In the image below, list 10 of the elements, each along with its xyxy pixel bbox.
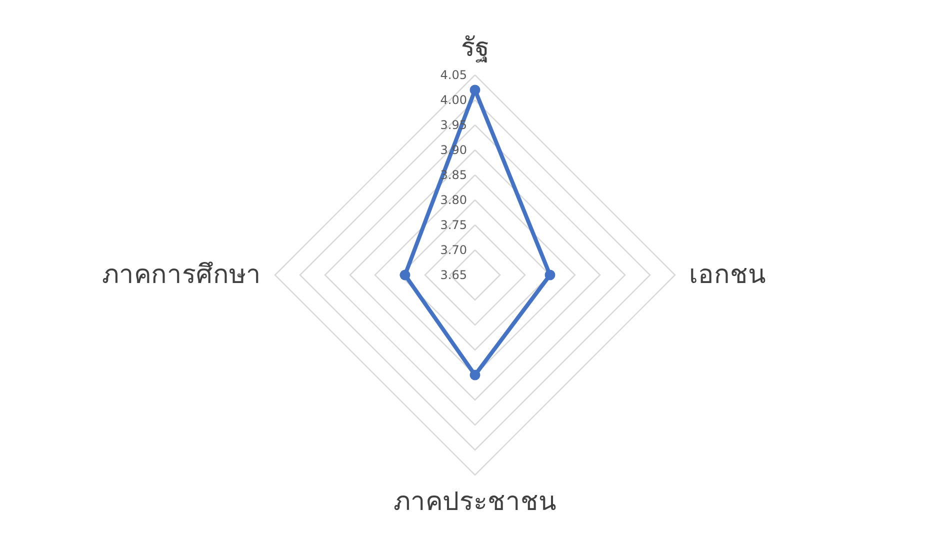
spoke-label: รัฐ — [461, 33, 489, 63]
spoke-label: ภาคประชาชน — [394, 487, 556, 517]
y-tick-label: 3.75 — [440, 218, 467, 232]
y-tick-label: 3.65 — [440, 268, 467, 282]
y-tick-label: 4.00 — [440, 93, 467, 107]
y-tick-label: 3.70 — [440, 243, 467, 257]
spoke-label: ภาคการศึกษา — [102, 260, 261, 290]
y-tick-label: 4.05 — [440, 68, 467, 82]
y-tick-label: 3.80 — [440, 193, 467, 207]
spoke-label: เอกชน — [689, 260, 766, 290]
